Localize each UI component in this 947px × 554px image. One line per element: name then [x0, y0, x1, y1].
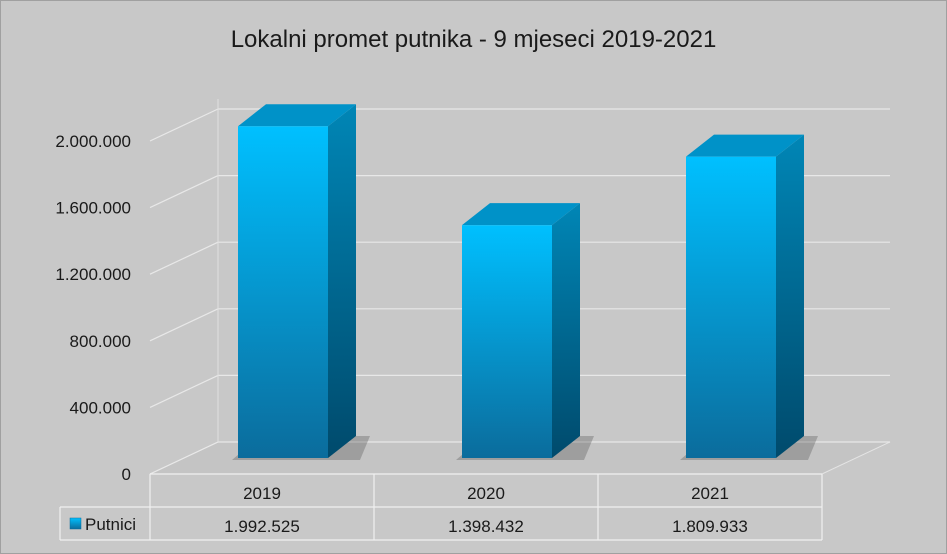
- bar: [462, 225, 552, 458]
- y-tick-label: 0: [122, 465, 131, 484]
- x-tick-label: 2020: [467, 484, 505, 503]
- bar-side: [776, 134, 804, 458]
- data-label: 1.398.432: [448, 517, 524, 536]
- x-tick-label: 2019: [243, 484, 281, 503]
- gridline-diagonal: [149, 241, 219, 275]
- gridline-diagonal: [149, 108, 219, 142]
- gridline-diagonal: [149, 441, 219, 475]
- bar: [686, 156, 776, 458]
- data-label: 1.992.525: [224, 517, 300, 536]
- bar-layer: [232, 104, 818, 460]
- legend-key: [69, 517, 82, 530]
- bar-side: [328, 104, 356, 458]
- bar-top: [462, 203, 580, 226]
- bar-top: [238, 104, 356, 127]
- y-tick-label: 1.600.000: [55, 199, 131, 218]
- gridline-diagonal: [149, 175, 219, 209]
- y-tick-label: 800.000: [70, 332, 131, 351]
- chart-title: Lokalni promet putnika - 9 mjeseci 2019-…: [230, 26, 717, 53]
- y-axis-ticks: 0 400.000 800.000 1.200.000 1.600.000 2.000.0…: [55, 132, 131, 484]
- gridline-diagonal: [149, 374, 219, 408]
- bar-side: [552, 203, 580, 458]
- y-tick-label: 1.200.000: [55, 265, 131, 284]
- data-label: 1.809.933: [672, 517, 748, 536]
- y-tick-label: 400.000: [70, 398, 131, 417]
- x-tick-label: 2021: [691, 484, 729, 503]
- legend-series-name: Putnici: [85, 515, 136, 534]
- gridline-diagonal: [149, 308, 219, 342]
- y-tick-label: 2.000.000: [55, 132, 131, 151]
- bar-top: [686, 134, 804, 157]
- bar: [238, 126, 328, 458]
- data-table: 2019 1.992.525 2020 1.398.432 2021 1.809.933 P…: [59, 473, 823, 541]
